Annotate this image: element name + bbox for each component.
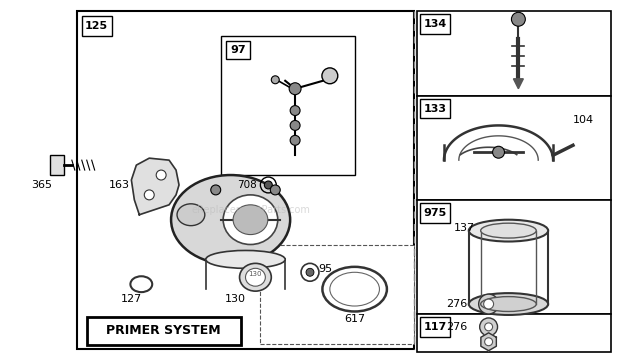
Circle shape: [270, 185, 280, 195]
Text: 95: 95: [318, 264, 332, 274]
Text: 130: 130: [249, 271, 262, 284]
Ellipse shape: [177, 204, 205, 226]
Circle shape: [211, 185, 221, 195]
Ellipse shape: [246, 268, 265, 286]
Ellipse shape: [239, 264, 272, 291]
Text: 617: 617: [344, 314, 365, 324]
Text: 104: 104: [573, 116, 594, 126]
Text: eReplacementParts.com: eReplacementParts.com: [191, 205, 310, 215]
Circle shape: [290, 105, 300, 116]
Circle shape: [306, 268, 314, 276]
Circle shape: [480, 318, 497, 336]
Text: 117: 117: [423, 322, 446, 332]
Circle shape: [512, 12, 525, 26]
Circle shape: [144, 190, 154, 200]
Bar: [417, 11, 611, 96]
Text: PRIMER SYSTEM: PRIMER SYSTEM: [106, 324, 221, 337]
Text: 125: 125: [85, 21, 108, 31]
Polygon shape: [131, 158, 179, 215]
Ellipse shape: [480, 297, 536, 312]
Ellipse shape: [223, 195, 278, 244]
Text: 97: 97: [230, 45, 246, 55]
Polygon shape: [513, 79, 523, 89]
Text: 975: 975: [423, 208, 446, 218]
Circle shape: [485, 323, 492, 331]
Text: 133: 133: [423, 104, 446, 114]
Bar: [420, 203, 450, 223]
Bar: [226, 41, 250, 59]
Text: 708: 708: [237, 180, 257, 190]
Bar: [221, 36, 355, 175]
Circle shape: [290, 135, 300, 145]
Text: 127: 127: [121, 294, 142, 304]
Bar: [420, 317, 450, 337]
Ellipse shape: [480, 223, 536, 238]
Ellipse shape: [233, 205, 268, 235]
Bar: [417, 314, 611, 352]
Bar: [420, 14, 450, 34]
Text: 365: 365: [32, 180, 53, 190]
Bar: [417, 96, 611, 200]
Circle shape: [322, 68, 338, 84]
Ellipse shape: [171, 175, 290, 264]
Text: 134: 134: [423, 19, 446, 29]
Circle shape: [156, 170, 166, 180]
Ellipse shape: [469, 220, 548, 242]
Circle shape: [479, 294, 498, 314]
Circle shape: [492, 146, 505, 158]
Text: 276: 276: [446, 322, 467, 332]
Circle shape: [484, 299, 494, 309]
Polygon shape: [481, 333, 497, 351]
Bar: [87, 317, 241, 345]
Text: 130: 130: [225, 294, 246, 304]
Bar: [417, 200, 611, 314]
Ellipse shape: [469, 293, 548, 315]
Text: 163: 163: [109, 180, 130, 190]
Circle shape: [290, 121, 300, 130]
Bar: [420, 99, 450, 118]
Text: 137: 137: [454, 223, 475, 232]
Bar: [77, 11, 414, 349]
Ellipse shape: [206, 251, 285, 268]
Bar: [260, 244, 414, 344]
Circle shape: [272, 76, 279, 84]
Circle shape: [264, 181, 272, 189]
Circle shape: [485, 338, 492, 346]
Bar: [50, 155, 64, 175]
Bar: [82, 16, 112, 36]
Text: 276: 276: [446, 299, 467, 309]
Circle shape: [289, 83, 301, 95]
